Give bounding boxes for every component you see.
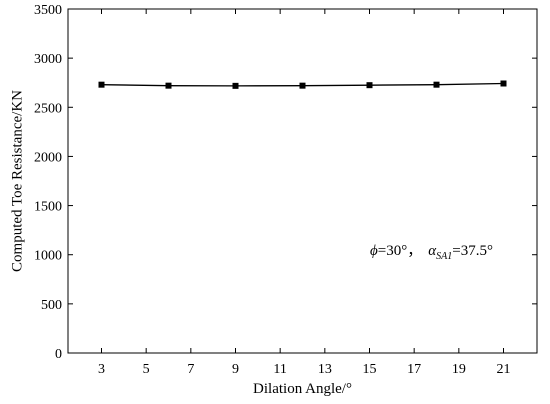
- data-point: [366, 82, 373, 89]
- series-layer: [98, 80, 507, 89]
- y-tick-label: 3000: [34, 52, 62, 67]
- y-axis-ticks: 0 500 1000 1500 2000 2500 3000 3500: [34, 3, 537, 362]
- phi-symbol: ϕ: [370, 243, 378, 259]
- y-tick-label: 1000: [34, 249, 62, 264]
- x-tick-label: 11: [273, 362, 286, 377]
- data-point: [433, 81, 440, 88]
- data-point: [98, 81, 105, 88]
- x-tick-label: 7: [187, 362, 194, 377]
- chart-annotation: ϕ=30°， αSA1=37.5°: [370, 243, 493, 262]
- alpha-subscript: SA1: [436, 251, 452, 262]
- x-tick-label: 5: [143, 362, 150, 377]
- annotation-separator: ，: [407, 243, 422, 259]
- y-tick-label: 0: [55, 347, 62, 362]
- phi-value: =30°: [378, 243, 407, 259]
- data-point: [232, 82, 239, 89]
- x-tick-label: 19: [452, 362, 466, 377]
- y-tick-label: 2000: [34, 150, 62, 165]
- y-tick-label: 2500: [34, 101, 62, 116]
- x-tick-label: 9: [232, 362, 239, 377]
- x-tick-label: 3: [98, 362, 105, 377]
- x-tick-label: 13: [318, 362, 332, 377]
- x-tick-label: 17: [407, 362, 421, 377]
- y-tick-label: 1500: [34, 200, 62, 215]
- y-axis-title: Computed Toe Resistance/KN: [9, 90, 25, 272]
- x-axis-ticks: 3 5 7 9 11 13 15 17 19 21: [98, 9, 511, 377]
- y-tick-label: 500: [41, 298, 62, 313]
- alpha-symbol: α: [428, 243, 437, 259]
- plot-frame: [67, 8, 538, 354]
- x-tick-label: 21: [497, 362, 511, 377]
- data-point: [299, 82, 306, 89]
- x-tick-label: 15: [363, 362, 377, 377]
- data-point: [165, 82, 172, 89]
- y-tick-label: 3500: [34, 3, 62, 18]
- x-axis-title: Dilation Angle/°: [253, 381, 352, 397]
- alpha-value: =37.5°: [452, 243, 493, 259]
- data-point: [500, 80, 507, 87]
